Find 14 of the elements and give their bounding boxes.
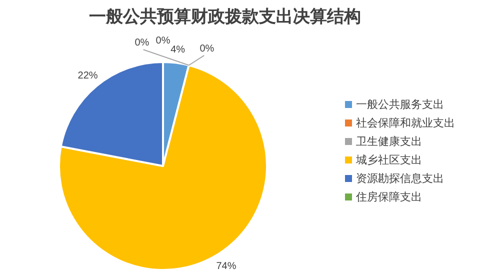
legend-label: 资源勘探信息支出 [356,172,444,185]
data-label: 4% [170,44,186,56]
legend-label: 住房保障支出 [356,190,422,204]
data-label: 22% [78,70,98,82]
legend-label: 一般公共服务支出 [356,98,444,111]
text: 0% [134,37,150,48]
text: 0% [156,36,170,46]
legend-label: 卫生健康支出 [356,135,422,148]
chart-title: 一般公共预算财政拨款支出决算结构 [89,7,361,27]
legend-label: 社会保障和就业支出 [356,116,455,130]
text: 0% [200,43,214,54]
legend-label: 城乡社区支出 [355,154,422,166]
pie-slice [58,64,268,271]
data-label: 74% [216,261,236,272]
